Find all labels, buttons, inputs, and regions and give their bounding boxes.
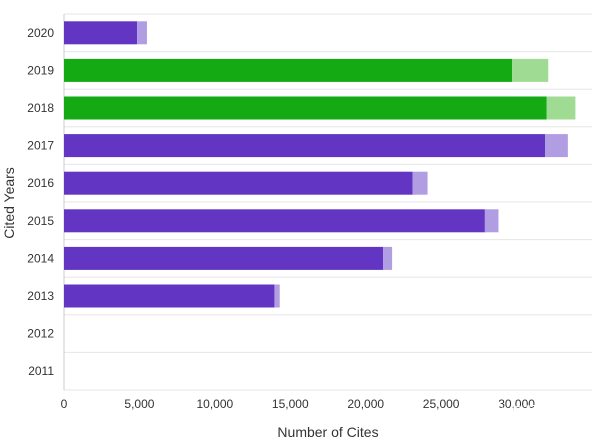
y-tick-label: 2013 — [27, 289, 54, 303]
y-tick-label: 2011 — [28, 364, 54, 378]
y-tick-label: 2017 — [27, 139, 54, 153]
y-axis-title: Cited Years — [1, 167, 17, 239]
y-tick-label: 2014 — [27, 251, 54, 265]
bars — [64, 21, 576, 308]
x-tick-label: 5,000 — [124, 397, 154, 411]
watermark-text: 知乎 @顶刊追踪 — [475, 403, 585, 421]
bar-2016-secondary — [412, 171, 428, 195]
y-tick-label: 2018 — [27, 101, 54, 115]
bar-2020-primary — [64, 21, 138, 45]
x-axis-title: Number of Cites — [277, 424, 378, 440]
bar-2015-secondary — [484, 209, 499, 233]
x-tick-label: 10,000 — [197, 397, 234, 411]
bar-2013-primary — [64, 284, 275, 308]
bar-2013-secondary — [274, 284, 280, 308]
bar-2017-secondary — [545, 134, 568, 158]
x-tick-label: 30,000 — [498, 397, 535, 411]
bar-2017-primary — [64, 134, 546, 158]
y-tick-labels: 2020 2019 2018 2017 2016 2015 2014 2013 2012 2011 — [27, 26, 54, 378]
x-tick-labels: 0 5,000 10,000 15,000 20,000 25,000 30,000 — [61, 397, 536, 411]
bar-2018-primary — [64, 96, 547, 120]
bar-2014-secondary — [383, 246, 393, 270]
bar-2016-primary — [64, 171, 413, 195]
y-tick-label: 2015 — [27, 214, 54, 228]
y-tick-label: 2020 — [27, 26, 54, 40]
bar-2020-secondary — [137, 21, 147, 45]
y-tick-label: 2019 — [27, 63, 54, 77]
bar-2019-secondary — [512, 58, 549, 82]
bar-2015-primary — [64, 209, 485, 233]
bar-2018-secondary — [546, 96, 576, 120]
bar-2014-primary — [64, 246, 384, 270]
y-tick-label: 2012 — [27, 327, 54, 341]
x-tick-label: 0 — [61, 397, 68, 411]
bar-2019-primary — [64, 58, 513, 82]
x-tick-label: 15,000 — [272, 397, 309, 411]
x-tick-label: 25,000 — [423, 397, 460, 411]
y-tick-label: 2016 — [27, 176, 54, 190]
x-tick-label: 20,000 — [347, 397, 384, 411]
